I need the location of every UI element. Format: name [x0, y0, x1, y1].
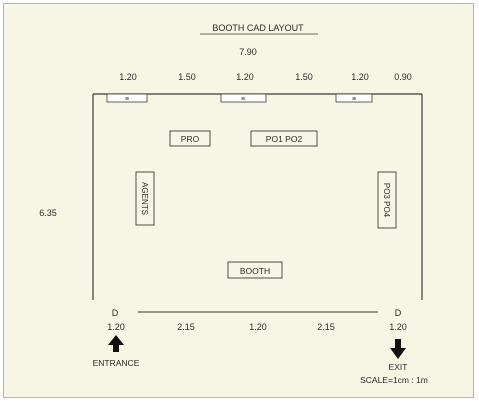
- scale-label: SCALE=1cm : 1m: [360, 375, 428, 385]
- top-dimension-1: 1.20: [119, 72, 137, 82]
- room-pro-label: PRO: [181, 134, 200, 144]
- overall-height-label: 6.35: [39, 208, 57, 218]
- door-right-label: D: [395, 308, 402, 318]
- diagram-title: BOOTH CAD LAYOUT: [212, 23, 304, 33]
- room-booth: BOOTH: [227, 261, 283, 279]
- bottom-dimension-5: 1.20: [389, 322, 407, 332]
- overall-width-label: 7.90: [239, 47, 257, 57]
- top-dimension-2: 1.50: [178, 72, 196, 82]
- room-booth-label: BOOTH: [240, 266, 270, 276]
- top-dimension-6: 0.90: [394, 72, 412, 82]
- bottom-dimension-4: 2.15: [317, 322, 335, 332]
- drawing-frame: [3, 3, 474, 398]
- room-po1-po2-label: PO1 PO2: [266, 134, 303, 144]
- room-po1-po2: PO1 PO2: [250, 130, 318, 147]
- room-agents: AGENTS: [135, 171, 155, 226]
- entrance-label: ENTRANCE: [93, 358, 140, 368]
- window-1: ≡: [106, 93, 148, 103]
- door-left-label: D: [112, 308, 119, 318]
- room-po3-po4: PO3 PO4: [377, 171, 397, 229]
- window-3-symbol: ≡: [352, 96, 356, 103]
- bottom-dimension-2: 2.15: [177, 322, 195, 332]
- room-po3-po4-label: PO3 PO4: [382, 183, 391, 218]
- window-1-symbol: ≡: [125, 96, 129, 103]
- entrance-arrow-icon: [108, 335, 124, 352]
- room-agents-label: AGENTS: [140, 182, 149, 215]
- room-pro: PRO: [169, 130, 211, 147]
- exit-label: EXIT: [389, 362, 408, 372]
- bottom-dimension-1: 1.20: [107, 322, 125, 332]
- top-dimension-3: 1.20: [236, 72, 254, 82]
- window-2-symbol: ≡: [241, 96, 245, 103]
- bottom-dimension-3: 1.20: [249, 322, 267, 332]
- top-dimension-5: 1.20: [351, 72, 369, 82]
- exit-arrow-icon: [390, 339, 406, 359]
- top-dimension-4: 1.50: [295, 72, 313, 82]
- window-3: ≡: [335, 93, 373, 103]
- window-2: ≡: [220, 93, 267, 103]
